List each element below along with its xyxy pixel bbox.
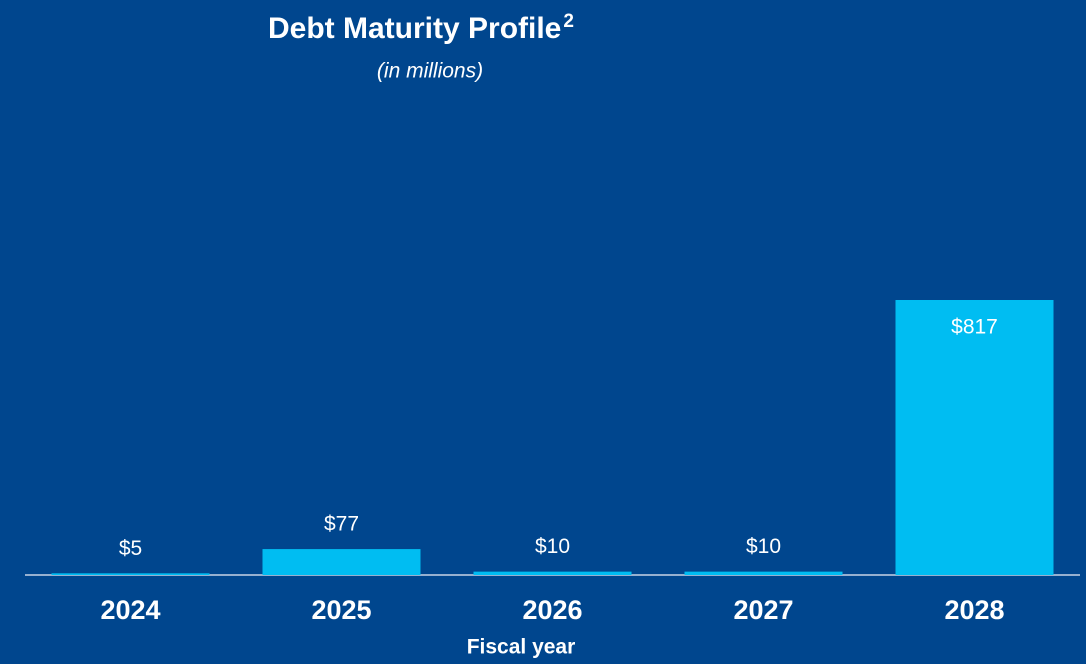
x-tick-label: 2026 xyxy=(522,595,582,625)
bar xyxy=(262,549,421,575)
value-label: $77 xyxy=(324,513,359,536)
x-tick-label: 2025 xyxy=(311,595,371,625)
x-tick-label: 2028 xyxy=(944,595,1004,625)
value-label: $10 xyxy=(746,535,781,558)
x-axis-label: Fiscal year xyxy=(467,636,576,659)
chart-title: Debt Maturity Profile xyxy=(268,12,561,45)
title-superscript: 2 xyxy=(563,11,574,32)
value-label: $5 xyxy=(119,537,142,560)
bar xyxy=(473,571,632,575)
chart-subtitle: (in millions) xyxy=(377,60,483,83)
bar xyxy=(895,300,1054,575)
x-tick-label: 2024 xyxy=(100,595,160,625)
bar xyxy=(51,573,210,575)
value-label: $10 xyxy=(535,535,570,558)
bar xyxy=(684,571,843,575)
x-tick-label: 2027 xyxy=(733,595,793,625)
value-label: $817 xyxy=(951,316,998,339)
